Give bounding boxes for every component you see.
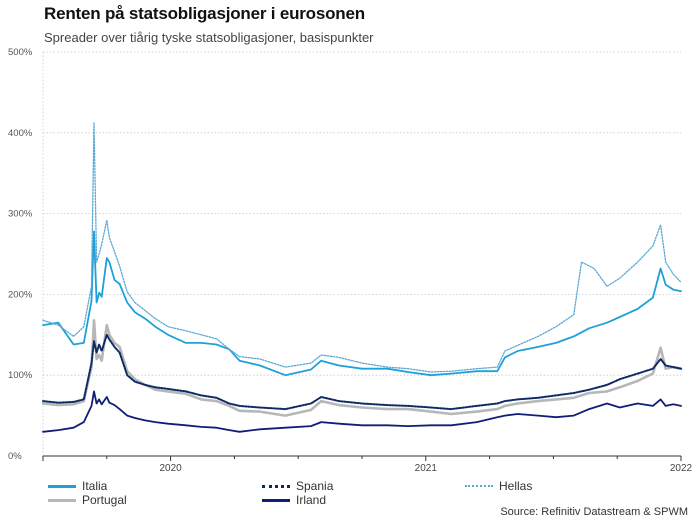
series-line-hellas (42, 121, 682, 373)
chart-subtitle: Spreader over tiårig tyske statsobligasj… (44, 30, 374, 45)
y-tick-label: 200% (8, 289, 33, 300)
source-note: Source: Refinitiv Datastream & SPWM (500, 506, 688, 518)
x-tick-label: 2020 (159, 463, 182, 474)
y-tick-label: 0% (8, 451, 22, 462)
series-line-portugal (41, 318, 683, 417)
x-tick-label: 2022 (670, 463, 693, 474)
x-tick-label: 2021 (415, 463, 438, 474)
y-tick-label: 400% (8, 128, 33, 139)
y-tick-label: 300% (8, 209, 33, 220)
series-line-spania (42, 333, 682, 411)
series-line-irland (42, 390, 682, 433)
y-tick-label: 500% (8, 47, 33, 58)
y-tick-label: 100% (8, 370, 33, 381)
chart-title: Renten på statsobligasjoner i eurosonen (44, 4, 365, 23)
series-line-italia (42, 230, 682, 377)
